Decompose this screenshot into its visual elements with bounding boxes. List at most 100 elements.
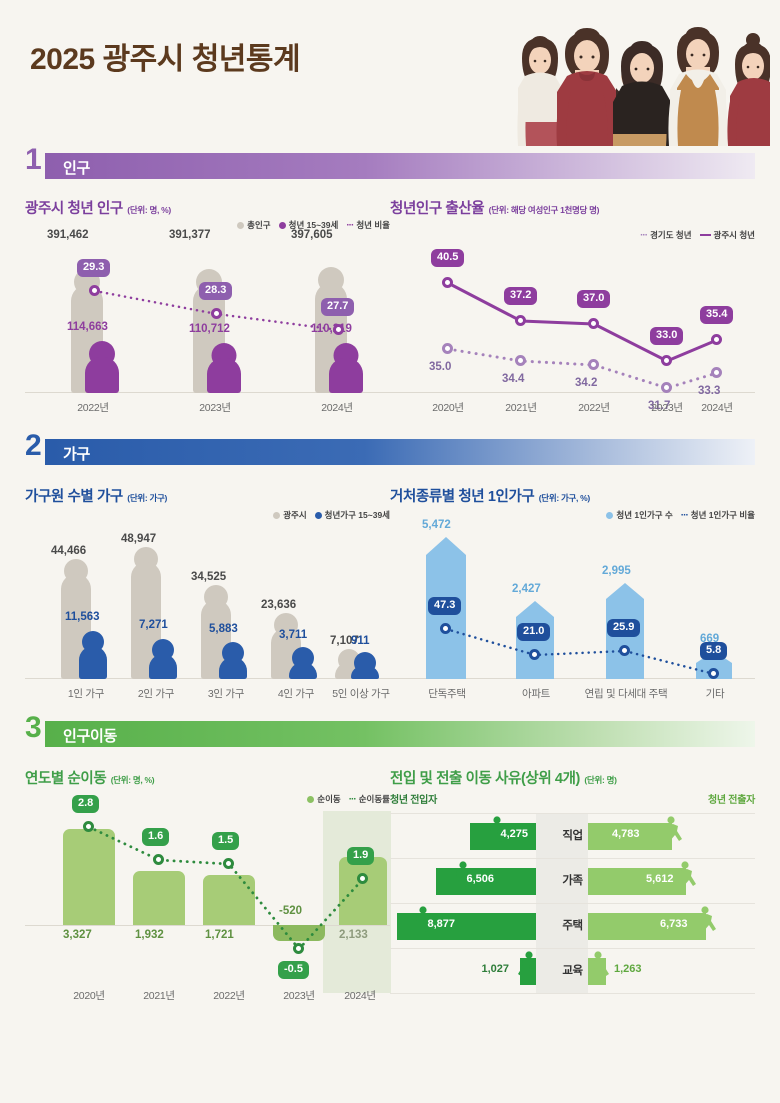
house-roof-icon	[606, 583, 644, 599]
xlabel-2024: 2024년	[344, 990, 376, 1002]
value-city-2: 48,947	[121, 533, 157, 545]
ratio-bubble-other: 5.8	[700, 642, 728, 660]
value-gyeonggi-2022: 34.2	[575, 377, 598, 389]
value-incoming-housing: 8,877	[427, 918, 455, 930]
value-youth-2022: 114,663	[67, 321, 108, 333]
value-incoming-job: 4,275	[500, 828, 528, 840]
section-bar	[45, 439, 755, 465]
walking-person-icon	[699, 906, 716, 932]
netrate-bubble-2021: 1.6	[142, 828, 170, 846]
legend-item-count: 청년 1인가구 수	[606, 509, 673, 521]
migration-row-housing: 주택 8,877 6,733	[390, 903, 755, 948]
value-outgoing-family: 5,612	[646, 873, 674, 885]
section-header-migration: 3 인구이동	[25, 713, 755, 747]
legend-item-total: 총인구	[237, 219, 271, 231]
walking-person-icon	[592, 951, 609, 977]
legend-item-city: 광주시	[273, 509, 307, 521]
bar-youth-2	[149, 639, 177, 679]
value-net-2022: 1,721	[205, 929, 234, 941]
value-outgoing-education: 1,263	[614, 963, 642, 975]
value-net-2020: 3,327	[63, 929, 92, 941]
xlabel-apartment: 아파트	[521, 688, 551, 700]
bar-outgoing-family	[588, 868, 686, 895]
row-separator	[390, 858, 755, 859]
bar-youth-2023	[207, 343, 241, 393]
value-city-5: 7,107	[330, 635, 359, 647]
ratio-marker-detached	[440, 623, 451, 634]
marker-gyeonggi-2022	[588, 359, 599, 370]
bubble-gwangju-2020: 40.5	[431, 249, 465, 267]
row-separator	[390, 903, 755, 904]
value-count-apartment: 2,427	[512, 583, 541, 595]
value-total-2024: 397,605	[291, 229, 333, 241]
marker-gwangju-2022	[588, 318, 599, 329]
bar-youth-2024	[329, 343, 363, 393]
panel-title: 거처종류별 청년 1인가구	[390, 489, 535, 505]
section-label: 인구이동	[63, 728, 118, 745]
bar-net-2020	[63, 829, 115, 925]
row-separator	[390, 948, 755, 949]
panel-household: 가구원 수별 가구 (단위: 가구) 광주시 청년가구 15~39세	[25, 485, 390, 705]
marker-gyeonggi-2021	[515, 355, 526, 366]
bar-outgoing-housing	[588, 913, 706, 940]
walking-person-icon	[486, 816, 503, 842]
marker-gwangju-2020	[442, 277, 453, 288]
ratio-bubble-apartment: 21.0	[517, 623, 551, 641]
row-separator	[390, 993, 755, 994]
panel-title: 광주시 청년 인구	[25, 201, 123, 217]
value-youth-3: 5,883	[209, 623, 238, 635]
value-total-2023: 391,377	[169, 229, 211, 241]
bar-body	[149, 654, 177, 679]
bar-incoming-job	[470, 823, 536, 850]
ratio-bubble-2023: 28.3	[199, 282, 233, 300]
legend-dwelling: 청년 1인가구 수 ··· 청년 1인가구 비율	[606, 509, 755, 521]
panel-title: 가구원 수별 가구	[25, 489, 123, 505]
panel-birthrate: 청년인구 출산율 (단위: 해당 여성인구 1천명당 명) ··· 경기도 청년…	[390, 197, 755, 419]
panel-unit: (단위: 해당 여성인구 1천명당 명)	[488, 205, 600, 215]
value-gyeonggi-2024: 33.3	[698, 385, 721, 397]
dotted-line-icon: ···	[680, 509, 689, 521]
value-count-rowhouse: 2,995	[602, 565, 631, 577]
bar-body	[79, 646, 107, 679]
xlabel-2022: 2022년	[77, 402, 109, 414]
ratio-marker-rowhouse	[619, 645, 630, 656]
marker-gyeonggi-2023	[661, 382, 672, 393]
value-city-3: 34,525	[191, 571, 227, 583]
row-separator	[390, 813, 755, 814]
ratio-marker-apartment	[529, 649, 540, 660]
value-gyeonggi-2021: 34.4	[502, 373, 525, 385]
xlabel-other: 기타	[705, 688, 725, 700]
bubble-gwangju-2022: 37.0	[577, 290, 611, 308]
dot-blue-icon	[314, 511, 322, 519]
netrate-marker-2024	[357, 873, 368, 884]
solid-line-icon	[699, 233, 711, 237]
walking-person-icon	[665, 816, 682, 842]
xlabel-5p: 5인 이상 가구	[332, 688, 390, 700]
bar-youth-3	[219, 642, 247, 679]
page-title: 2025 광주시 청년통계	[30, 43, 301, 76]
panel-title: 전입 및 전출 이동 사유(상위 4개)	[390, 771, 580, 787]
marker-gwangju-2023	[661, 355, 672, 366]
bubble-gwangju-2023: 33.0	[650, 327, 684, 345]
netrate-marker-2021	[153, 854, 164, 865]
bubble-gwangju-2021: 37.2	[504, 287, 538, 305]
xlabel-2p: 2인 가구	[137, 688, 175, 700]
marker-gwangju-2021	[515, 315, 526, 326]
chart-birthrate: 40.5 37.2 37.0 33.0 35.4 35.0 34.4 34.2 …	[390, 221, 755, 419]
legend-item-youth: 청년 15~39세	[278, 219, 338, 231]
value-net-2021: 1,932	[135, 929, 164, 941]
netrate-marker-2022	[223, 858, 234, 869]
axis-line	[390, 678, 755, 679]
section-header-household: 2 가구	[25, 431, 755, 465]
xlabel-2022: 2022년	[213, 990, 245, 1002]
five-young-people-illustration	[517, 27, 770, 146]
panel-title: 연도별 순이동	[25, 771, 107, 787]
dot-gray-icon	[273, 511, 281, 519]
bar-youth-1	[79, 631, 107, 679]
reason-label: 직업	[562, 830, 583, 842]
house-roof-icon	[426, 537, 466, 555]
dotted-line-icon: ···	[640, 229, 648, 241]
walking-person-icon	[679, 861, 696, 887]
reason-label: 주택	[562, 920, 583, 932]
xlabel-3p: 3인 가구	[207, 688, 245, 700]
